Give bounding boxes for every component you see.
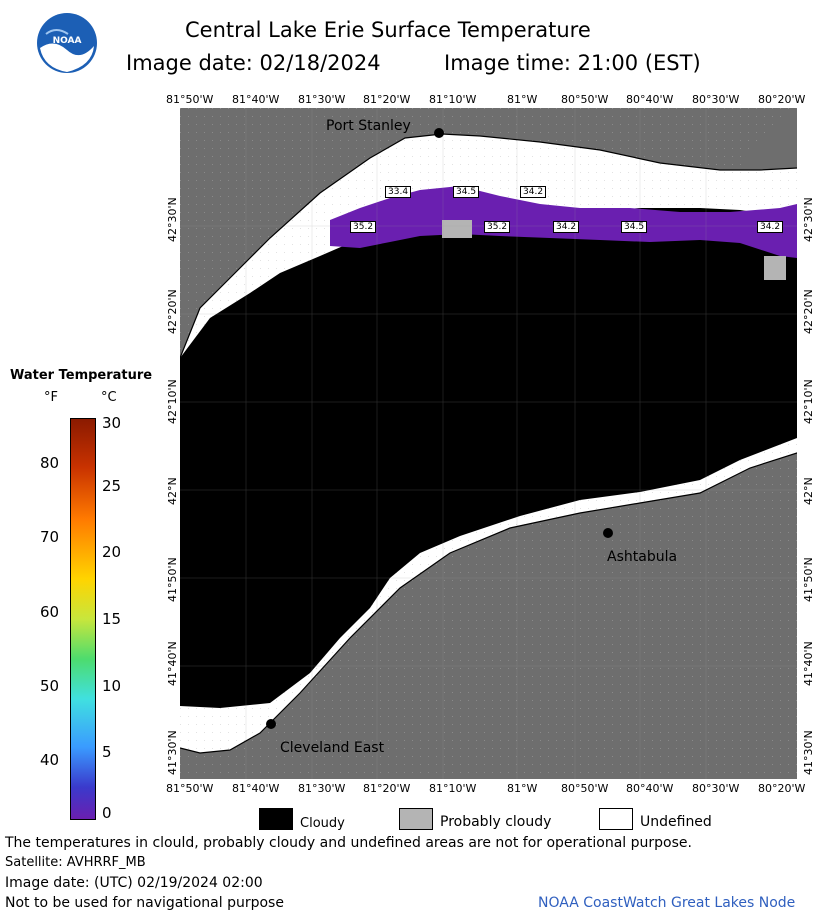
lat-left-7: 41°30'N — [166, 730, 179, 775]
port-stanley-marker — [434, 128, 444, 138]
probably-cloudy-patch-east — [764, 256, 786, 280]
lon-top-9: 80°30'W — [692, 93, 740, 106]
probably-cloudy-patch — [442, 220, 472, 238]
lat-left-6: 41°40'N — [166, 641, 179, 686]
scale-unit-c: °C — [101, 390, 117, 405]
lon-bottom-5: 81°10'W — [429, 782, 477, 795]
lon-bottom-10: 80°20'W — [758, 782, 806, 795]
cloudy-area — [180, 208, 797, 708]
scale-f-tick: 40 — [40, 751, 60, 769]
lat-right-7: 41°30'N — [802, 730, 815, 775]
satellite-text: Satellite: AVHRRF_MB — [5, 855, 146, 870]
lon-top-3: 81°30'W — [298, 93, 346, 106]
noaa-logo: NOAA — [36, 12, 98, 74]
scale-c-tick: 30 — [102, 414, 122, 432]
cleveland-east-marker — [266, 719, 276, 729]
scale-c-tick: 0 — [102, 804, 112, 822]
scale-unit-f: °F — [44, 390, 58, 405]
scale-c-tick: 15 — [102, 610, 122, 628]
lon-top-2: 81°40'W — [232, 93, 280, 106]
legend-undefined-label: Undefined — [640, 814, 712, 830]
ashtabula-label: Ashtabula — [607, 549, 678, 565]
temperature-label: 35.2 — [484, 221, 511, 233]
lat-left-3: 42°10'N — [166, 379, 179, 424]
lat-left-4: 42°N — [166, 477, 179, 505]
legend-probably-cloudy-swatch — [399, 808, 433, 830]
image-date: Image date: 02/18/2024 — [126, 51, 381, 75]
credit-text: NOAA CoastWatch Great Lakes Node — [538, 895, 796, 911]
utc-date-text: Image date: (UTC) 02/19/2024 02:00 — [5, 875, 263, 891]
scale-c-tick: 25 — [102, 477, 122, 495]
lon-top-5: 81°10'W — [429, 93, 477, 106]
lat-left-1: 42°30'N — [166, 197, 179, 242]
temperature-label: 34.2 — [520, 186, 547, 198]
temperature-label: 34.5 — [453, 186, 480, 198]
navigation-warning: Not to be used for navigational purpose — [5, 895, 284, 911]
scale-f-tick: 80 — [40, 454, 60, 472]
lat-right-6: 41°40'N — [802, 641, 815, 686]
scale-title: Water Temperature — [10, 368, 153, 383]
cleveland-east-label: Cleveland East — [280, 740, 385, 756]
legend-cloudy-label: Cloudy — [300, 816, 345, 831]
lon-bottom-1: 81°50'W — [166, 782, 214, 795]
lon-bottom-9: 80°30'W — [692, 782, 740, 795]
temperature-label: 34.2 — [553, 221, 580, 233]
scale-c-tick: 10 — [102, 677, 122, 695]
lon-top-6: 81°W — [507, 93, 538, 106]
lat-right-5: 41°50'N — [802, 557, 815, 602]
temperature-label: 34.5 — [621, 221, 648, 233]
lon-bottom-3: 81°30'W — [298, 782, 346, 795]
lon-bottom-2: 81°40'W — [232, 782, 280, 795]
lon-top-10: 80°20'W — [758, 93, 806, 106]
scale-f-tick: 70 — [40, 528, 60, 546]
legend-undefined-swatch — [599, 808, 633, 830]
lon-top-8: 80°40'W — [626, 93, 674, 106]
lon-bottom-4: 81°20'W — [363, 782, 411, 795]
lon-bottom-7: 80°50'W — [561, 782, 609, 795]
lon-top-1: 81°50'W — [166, 93, 214, 106]
lat-left-2: 42°20'N — [166, 289, 179, 334]
lon-bottom-8: 80°40'W — [626, 782, 674, 795]
lat-right-1: 42°30'N — [802, 197, 815, 242]
temperature-label: 33.4 — [385, 186, 412, 198]
temperature-color-bar — [70, 418, 96, 820]
noaa-logo-text: NOAA — [53, 36, 82, 46]
temperature-label: 34.2 — [757, 221, 784, 233]
land-corner-northeast — [740, 108, 797, 168]
lon-bottom-6: 81°W — [507, 782, 538, 795]
temperature-label: 35.2 — [350, 221, 377, 233]
lon-top-7: 80°50'W — [561, 93, 609, 106]
lat-right-3: 42°10'N — [802, 379, 815, 424]
lat-left-5: 41°50'N — [166, 557, 179, 602]
scale-c-tick: 20 — [102, 543, 122, 561]
scale-c-tick: 5 — [102, 743, 112, 761]
scale-f-tick: 60 — [40, 603, 60, 621]
scale-f-tick: 50 — [40, 677, 60, 695]
lake-map — [180, 108, 797, 779]
south-shoreline — [180, 452, 797, 754]
map-title: Central Lake Erie Surface Temperature — [185, 18, 591, 42]
lat-right-4: 42°N — [802, 477, 815, 505]
legend-probably-cloudy-label: Probably cloudy — [440, 814, 552, 830]
lat-right-2: 42°20'N — [802, 289, 815, 334]
image-time: Image time: 21:00 (EST) — [444, 51, 701, 75]
lon-top-4: 81°20'W — [363, 93, 411, 106]
disclaimer-text: The temperatures in clould, probably clo… — [5, 835, 692, 851]
ashtabula-marker — [603, 528, 613, 538]
port-stanley-label: Port Stanley — [326, 118, 411, 134]
legend-cloudy-swatch — [259, 808, 293, 830]
